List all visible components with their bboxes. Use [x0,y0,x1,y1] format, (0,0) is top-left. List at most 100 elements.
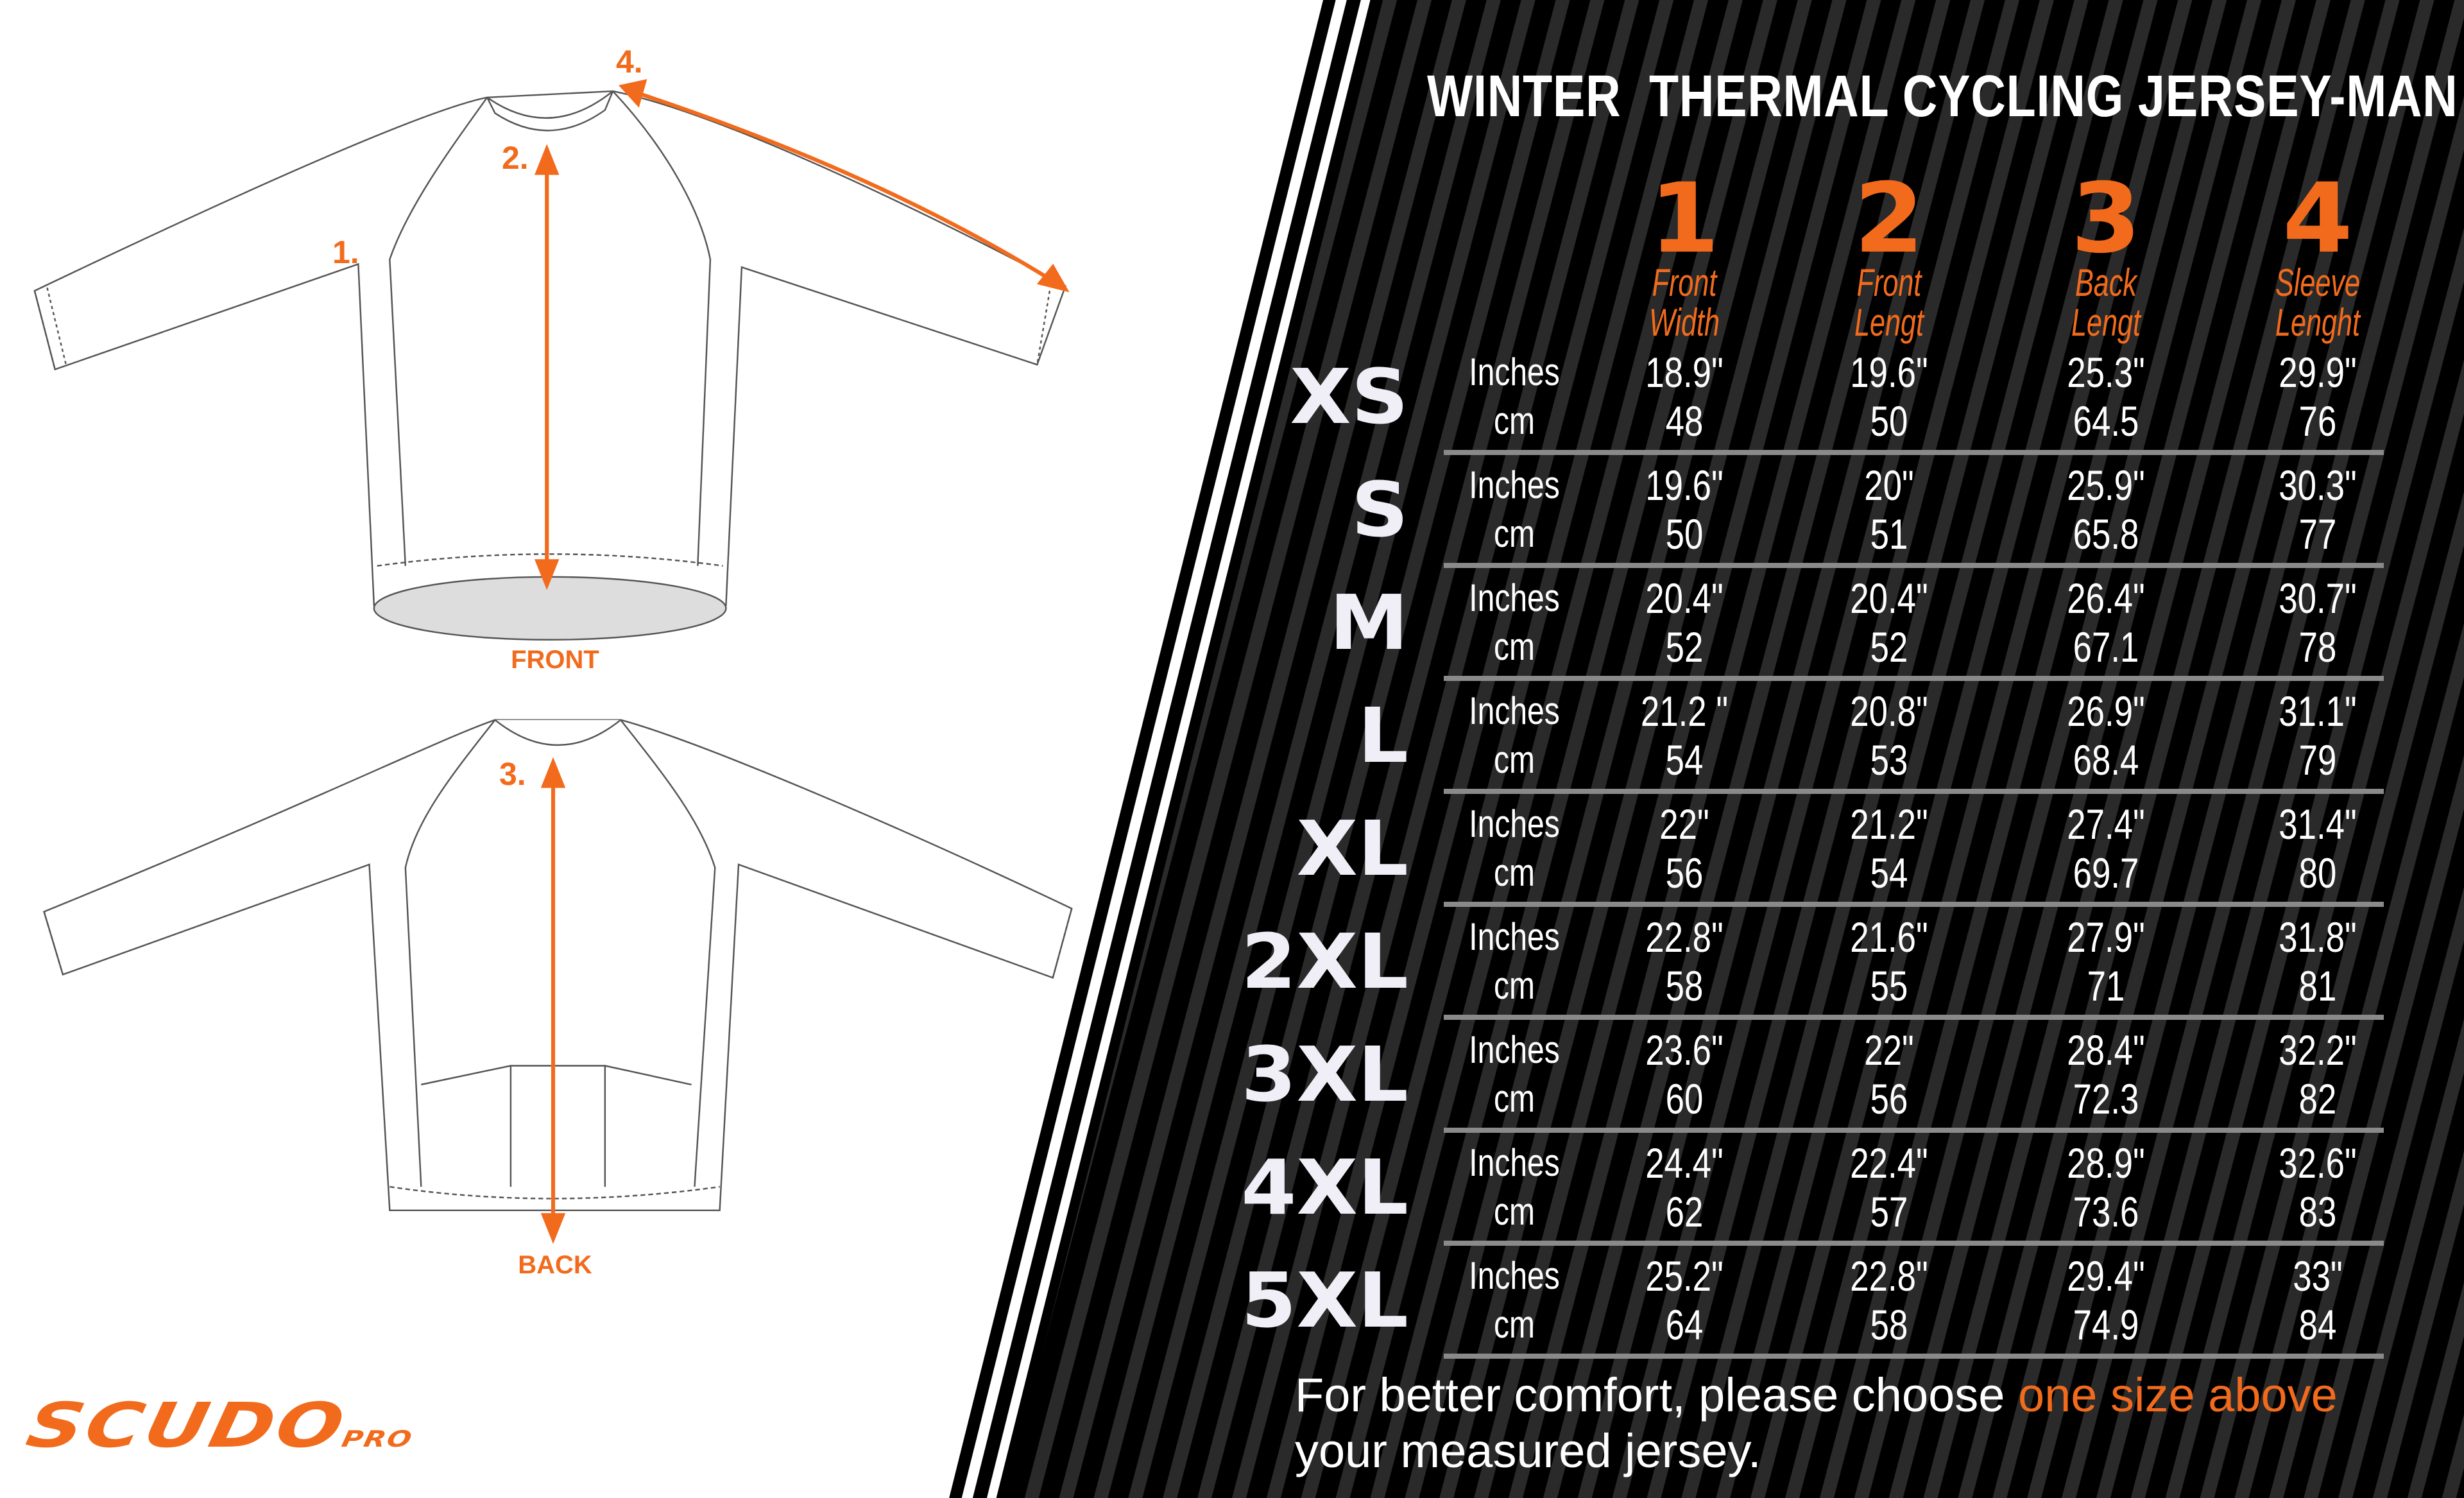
cell-inches: 25.3" [2067,349,2145,396]
white-edge-stripe [961,0,1347,1498]
back-label: BACK [518,1251,592,1279]
column-header: Back Lengt [2037,263,2175,343]
unit-inches: Inches [1469,350,1560,393]
cell-cm: 71 [2087,962,2125,1010]
cell-cm: 73.6 [2073,1188,2139,1235]
unit-cm: cm [1494,851,1535,894]
size-label: 2XL [1241,917,1408,1006]
unit-cm: cm [1494,1303,1535,1346]
cell-inches: 22" [1659,800,1709,848]
marker-4: 4. [616,44,643,80]
cell-cm: 56 [1870,1075,1908,1123]
column-header-line1: Front [1652,261,1717,304]
cell-cm: 55 [1870,962,1908,1010]
column-header-line1: Back [2075,261,2137,304]
scudo-pro-logo: SCUDOPRO [21,1390,416,1462]
size-label: S [1351,465,1408,554]
column-number: 3 [2071,163,2141,275]
cell-inches: 23.6" [1645,1026,1724,1074]
unit-inches: Inches [1469,1028,1560,1071]
cell-cm: 64.5 [2073,397,2139,445]
chart-title: WINTER THERMAL CYCLING JERSEY-MAN [1427,64,2458,129]
cell-cm: 79 [2298,736,2337,784]
cell-inches: 31.4" [2279,800,2357,848]
unit-inches: Inches [1469,463,1560,506]
white-edge-stripe [986,0,1371,1498]
cell-inches: 32.6" [2279,1139,2357,1187]
cell-cm: 58 [1665,962,1704,1010]
cell-cm: 80 [2298,849,2337,897]
cell-inches: 32.2" [2279,1026,2357,1074]
front-label: FRONT [511,646,599,674]
cell-cm: 54 [1665,736,1704,784]
row-separator [1444,1015,2384,1020]
size-label: 4XL [1241,1143,1408,1232]
cell-cm: 64 [1665,1301,1704,1348]
marker-2: 2. [502,140,529,176]
cell-cm: 62 [1665,1188,1704,1235]
cell-cm: 77 [2298,510,2337,558]
size-label: M [1329,578,1408,667]
cell-cm: 58 [1870,1301,1908,1348]
cell-cm: 72.3 [2073,1075,2139,1123]
marker-3: 3. [499,756,526,792]
cell-inches: 22.8" [1645,913,1724,961]
cell-inches: 21.6" [1850,913,1928,961]
row-separator [1444,450,2384,455]
cell-cm: 50 [1870,397,1908,445]
footer-line-2: your measured jersey. [1295,1424,1761,1477]
row-separator [1444,789,2384,794]
column-number: 4 [2282,163,2353,275]
cell-inches: 27.9" [2067,913,2145,961]
unit-inches: Inches [1469,1141,1560,1184]
cell-inches: 28.4" [2067,1026,2145,1074]
cell-inches: 29.9" [2279,349,2357,396]
row-separator [1444,563,2384,568]
measurement-arrows [535,79,1070,1244]
footer-highlight: one size above [2017,1368,2338,1422]
cell-cm: 78 [2298,623,2337,671]
cell-inches: 22.8" [1850,1252,1928,1300]
cell-cm: 57 [1870,1188,1908,1235]
cell-cm: 68.4 [2073,736,2139,784]
cell-cm: 52 [1870,623,1908,671]
row-separator [1444,676,2384,681]
column-header-line2: Width [1648,301,1720,344]
unit-cm: cm [1494,512,1535,555]
row-separator [1444,1241,2384,1246]
column-header-line1: Sleeve [2275,261,2361,304]
cell-cm: 52 [1665,623,1704,671]
cell-cm: 81 [2298,962,2337,1010]
cell-cm: 56 [1665,849,1704,897]
cell-inches: 22" [1864,1026,1914,1074]
size-label: XS [1290,352,1408,441]
cell-cm: 67.1 [2073,623,2139,671]
cell-inches: 31.8" [2279,913,2357,961]
cell-cm: 83 [2298,1188,2337,1235]
cell-inches: 27.4" [2067,800,2145,848]
unit-cm: cm [1494,964,1535,1007]
unit-cm: cm [1494,1190,1535,1233]
cell-inches: 28.9" [2067,1139,2145,1187]
cell-inches: 33" [2293,1252,2343,1300]
cell-cm: 65.8 [2073,510,2139,558]
unit-inches: Inches [1469,689,1560,732]
row-separator [1444,902,2384,907]
size-label: L [1358,691,1408,780]
size-label: 5XL [1241,1256,1408,1345]
cell-cm: 54 [1870,849,1908,897]
column-header: Front Width [1615,263,1754,343]
cell-inches: 20.8" [1850,687,1928,735]
column-number: 1 [1649,163,1720,275]
row-separator [1444,1354,2384,1359]
cell-cm: 74.9 [2073,1301,2139,1348]
cell-inches: 21.2 " [1640,687,1729,735]
marker-1: 1. [332,234,359,270]
cell-cm: 84 [2298,1301,2337,1348]
cell-cm: 76 [2298,397,2337,445]
unit-inches: Inches [1469,1254,1560,1297]
cell-inches: 21.2" [1850,800,1928,848]
cell-inches: 31.1" [2279,687,2357,735]
unit-inches: Inches [1469,802,1560,845]
